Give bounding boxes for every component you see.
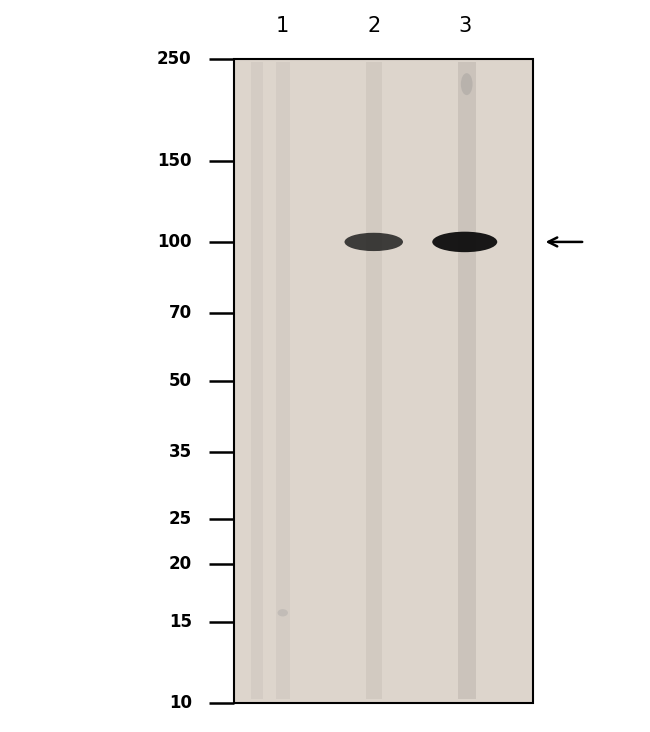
Bar bbox=[458, 62, 476, 699]
Text: 1: 1 bbox=[276, 15, 289, 36]
Text: 25: 25 bbox=[168, 510, 192, 529]
Text: 10: 10 bbox=[169, 694, 192, 712]
Ellipse shape bbox=[344, 233, 403, 251]
Text: 250: 250 bbox=[157, 50, 192, 67]
Bar bbox=[251, 62, 263, 699]
Text: 35: 35 bbox=[168, 443, 192, 461]
Bar bbox=[276, 62, 290, 699]
Ellipse shape bbox=[278, 609, 288, 616]
Ellipse shape bbox=[432, 232, 497, 253]
Ellipse shape bbox=[461, 73, 473, 95]
Text: 15: 15 bbox=[169, 613, 192, 630]
Text: 70: 70 bbox=[168, 305, 192, 322]
Bar bbox=[365, 62, 382, 699]
Text: 3: 3 bbox=[458, 15, 471, 36]
Text: 100: 100 bbox=[157, 233, 192, 251]
Text: 150: 150 bbox=[157, 152, 192, 170]
Text: 50: 50 bbox=[169, 372, 192, 389]
Bar bbox=[234, 59, 533, 703]
Text: 20: 20 bbox=[168, 555, 192, 573]
Text: 2: 2 bbox=[367, 15, 380, 36]
